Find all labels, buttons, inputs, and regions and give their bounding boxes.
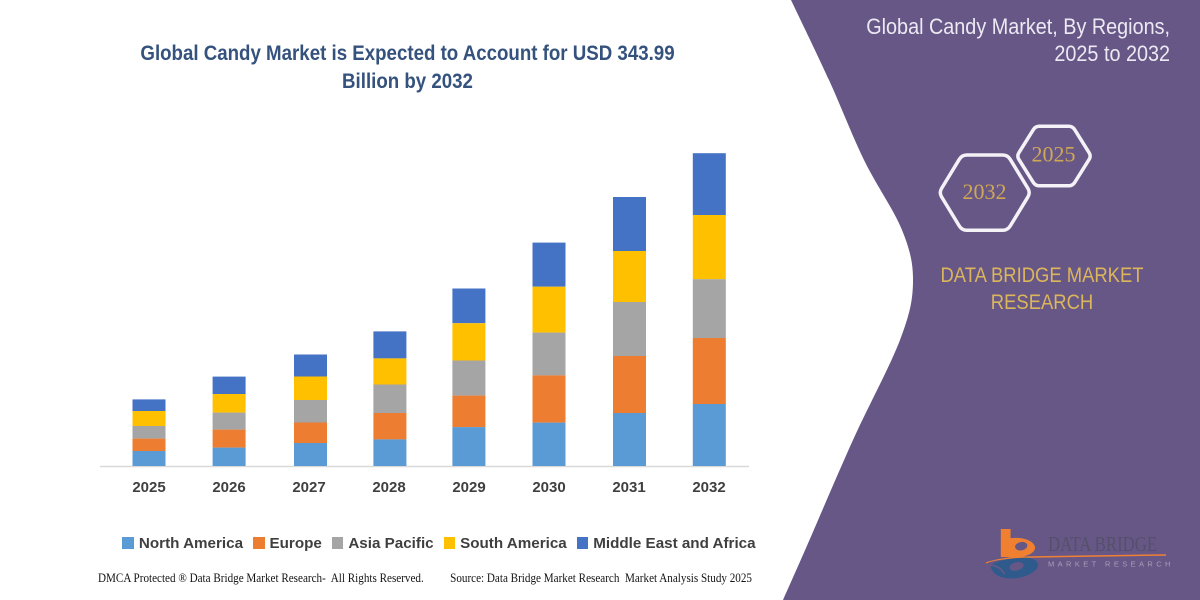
- svg-text:2032: 2032: [963, 179, 1007, 204]
- svg-text:2025: 2025: [1032, 142, 1076, 167]
- svg-text:MARKET RESEARCH: MARKET RESEARCH: [1048, 560, 1174, 569]
- svg-text:DATA BRIDGE: DATA BRIDGE: [1048, 533, 1157, 556]
